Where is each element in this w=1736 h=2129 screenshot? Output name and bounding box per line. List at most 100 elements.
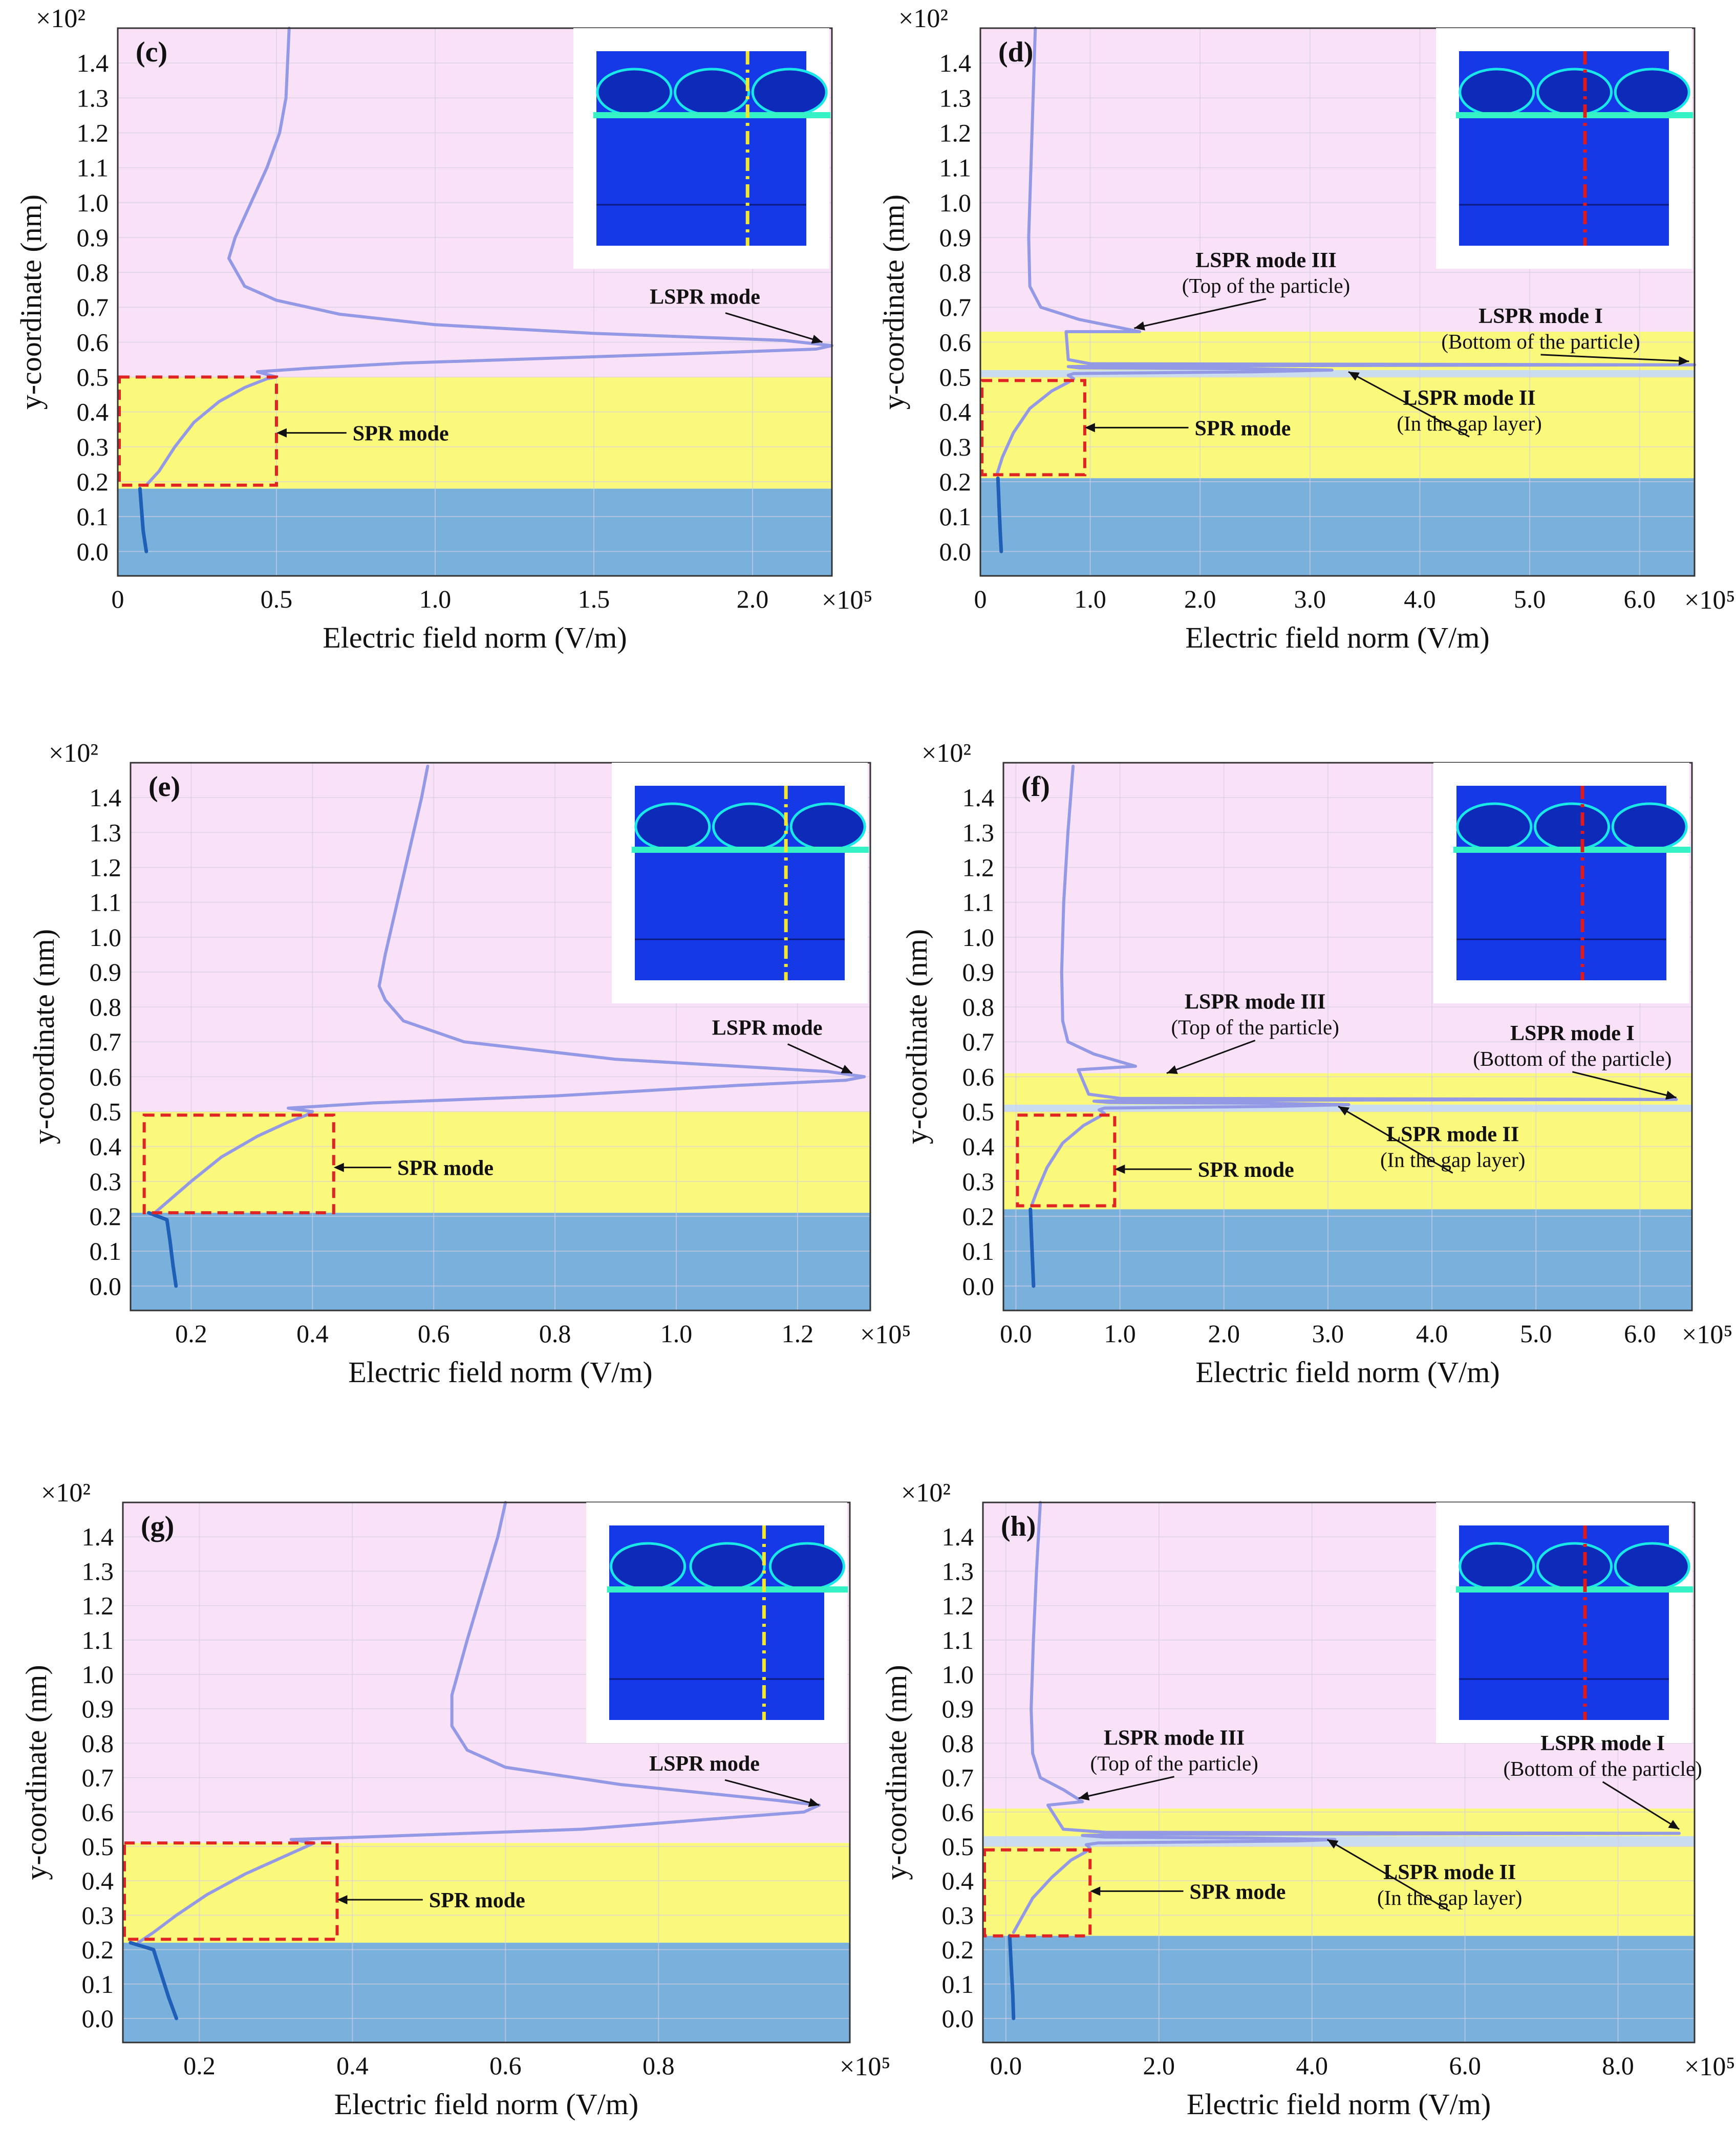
y-tick-label: 1.2 [77, 118, 109, 147]
y-tick-label: 1.2 [939, 118, 972, 147]
inset-hotspot [1611, 112, 1694, 118]
y-tick-label: 1.3 [82, 1557, 114, 1585]
inset-hotspot [748, 112, 831, 118]
lspr-mode-sublabel: (In the gap layer) [1380, 1148, 1525, 1171]
lspr-mode-label: LSPR mode I [1510, 1022, 1635, 1045]
y-tick-label: 0.5 [962, 1098, 995, 1126]
x-tick-label: 0.8 [642, 2051, 675, 2080]
y-tick-label: 1.2 [942, 1592, 974, 1620]
lspr-mode-sublabel: (Top of the particle) [1171, 1015, 1339, 1039]
y-tick-label: 0.4 [77, 398, 109, 426]
lspr-mode-label: LSPR mode I [1478, 305, 1603, 328]
y-tick-label: 0.1 [77, 502, 109, 531]
y-tick-label: 0.4 [90, 1132, 122, 1161]
y-tick-label: 1.4 [90, 783, 122, 812]
y-tick-label: 1.0 [942, 1660, 974, 1689]
inset-particle [712, 802, 788, 851]
substrate-field-curve [147, 1211, 178, 1288]
y-tick-label: 0.1 [82, 1970, 114, 1998]
inset-particle [789, 802, 866, 851]
y-axis-label: y-coordinate (nm) [880, 1665, 913, 1880]
plot-frame [117, 27, 833, 577]
panel-label: (f) [1021, 771, 1050, 803]
inset-hotspot [631, 847, 714, 853]
x-tick-label: 3.0 [1312, 1319, 1344, 1348]
y-tick-label: 0.8 [77, 258, 109, 287]
y-tick-label: 0.9 [90, 958, 122, 986]
y-tick-label: 0.2 [942, 1936, 974, 1964]
spr-mode-label: SPR mode [1190, 1880, 1286, 1904]
panel-d: 0 1.0 2.0 3.0 4.0 5.0 6.0 0.0 0.1 0.2 0.3 0.4 0.5 0.6… [877, 4, 1735, 654]
plot-frame [982, 1501, 1696, 2044]
y-tick-label: 0.7 [77, 293, 109, 321]
x-tick-label: 5.0 [1520, 1319, 1552, 1348]
inset-particle [634, 802, 711, 851]
annotation-arrow [1348, 371, 1470, 438]
x-tick-label: 1.5 [578, 585, 610, 613]
annotation-arrowhead [1078, 1791, 1090, 1801]
panel-e: 0.2 0.4 0.6 0.8 1.0 1.2 0.0 0.1 0.2 0.3 0.4 0.5 0.6 0… [27, 739, 911, 1389]
lspr-mode-label: LSPR mode [649, 1752, 760, 1776]
inset-particle [1611, 802, 1688, 851]
x-tick-label: 0.6 [418, 1319, 450, 1348]
y-tick-label: 0.4 [82, 1866, 114, 1895]
plot-frame [130, 762, 871, 1311]
y-tick-label: 1.2 [962, 853, 995, 881]
annotation-arrowhead [333, 1163, 344, 1172]
inset-particle [689, 1542, 766, 1591]
annotation-arrowhead [808, 1798, 820, 1807]
y-tick-label: 1.0 [90, 923, 122, 952]
x-tick-label: 0.4 [296, 1319, 329, 1348]
y-axis-label: y-coordinate (nm) [900, 929, 933, 1144]
x-axis-label: Electric field norm (V/m) [348, 1356, 652, 1389]
y-tick-label: 0.8 [90, 993, 122, 1021]
annotation-arrowhead [1348, 372, 1360, 381]
annotation-arrow [725, 312, 823, 343]
inset-particle [1536, 1542, 1613, 1591]
x-tick-label: 1.2 [782, 1319, 814, 1348]
region-substrate [123, 1943, 850, 2042]
region-gold [131, 1111, 870, 1213]
y-tick-label: 0.9 [82, 1694, 114, 1723]
x-tick-label: 2.0 [1184, 585, 1216, 613]
y-tick-label: 1.1 [77, 154, 109, 182]
field-curve [136, 1501, 821, 1945]
lspr-mode-sublabel: (Top of the particle) [1090, 1752, 1258, 1775]
y-tick-label: 0.4 [942, 1866, 974, 1895]
annotation-arrowhead [337, 1895, 348, 1905]
annotation-arrow [1134, 298, 1267, 329]
inset-hotspot [593, 112, 675, 118]
plot-frame [122, 1501, 851, 2044]
field-curve [1012, 1501, 1681, 1934]
inset-particle [596, 68, 673, 117]
x-tick-label: 0 [974, 585, 987, 613]
y-tick-label: 1.3 [90, 818, 122, 847]
lspr-mode-label: LSPR mode [650, 285, 760, 309]
y-tick-label: 0.7 [939, 293, 972, 321]
spr-region-box [142, 1113, 335, 1215]
y-tick-label: 1.1 [962, 888, 995, 917]
y-multiplier: ×10² [898, 4, 948, 33]
inset-hotspot [607, 1586, 689, 1593]
spr-mode-label: SPR mode [353, 422, 449, 446]
inset-particle [1614, 68, 1690, 117]
spr-mode-label: SPR mode [429, 1889, 525, 1912]
region-substrate [980, 478, 1695, 576]
lspr-mode-label: LSPR mode III [1185, 990, 1325, 1014]
y-tick-label: 0.5 [942, 1832, 974, 1861]
x-axis-label: Electric field norm (V/m) [1185, 621, 1489, 654]
y-tick-label: 0.6 [77, 328, 109, 356]
y-tick-label: 0.4 [962, 1132, 995, 1161]
x-tick-label: 0.6 [489, 2051, 522, 2080]
inset-particle [768, 1542, 845, 1591]
lspr-mode-label: LSPR mode [712, 1017, 823, 1040]
panel-label: (e) [148, 771, 180, 803]
annotation-arrowhead [1134, 321, 1145, 331]
y-tick-label: 0.5 [82, 1832, 114, 1861]
panel-label: (h) [1001, 1511, 1036, 1542]
y-tick-label: 1.4 [77, 49, 109, 77]
y-tick-label: 0.4 [939, 398, 972, 426]
annotation-arrowhead [1166, 1065, 1178, 1074]
y-axis-label: y-coordinate (nm) [19, 1665, 53, 1880]
inset-hotspot [1531, 847, 1613, 853]
